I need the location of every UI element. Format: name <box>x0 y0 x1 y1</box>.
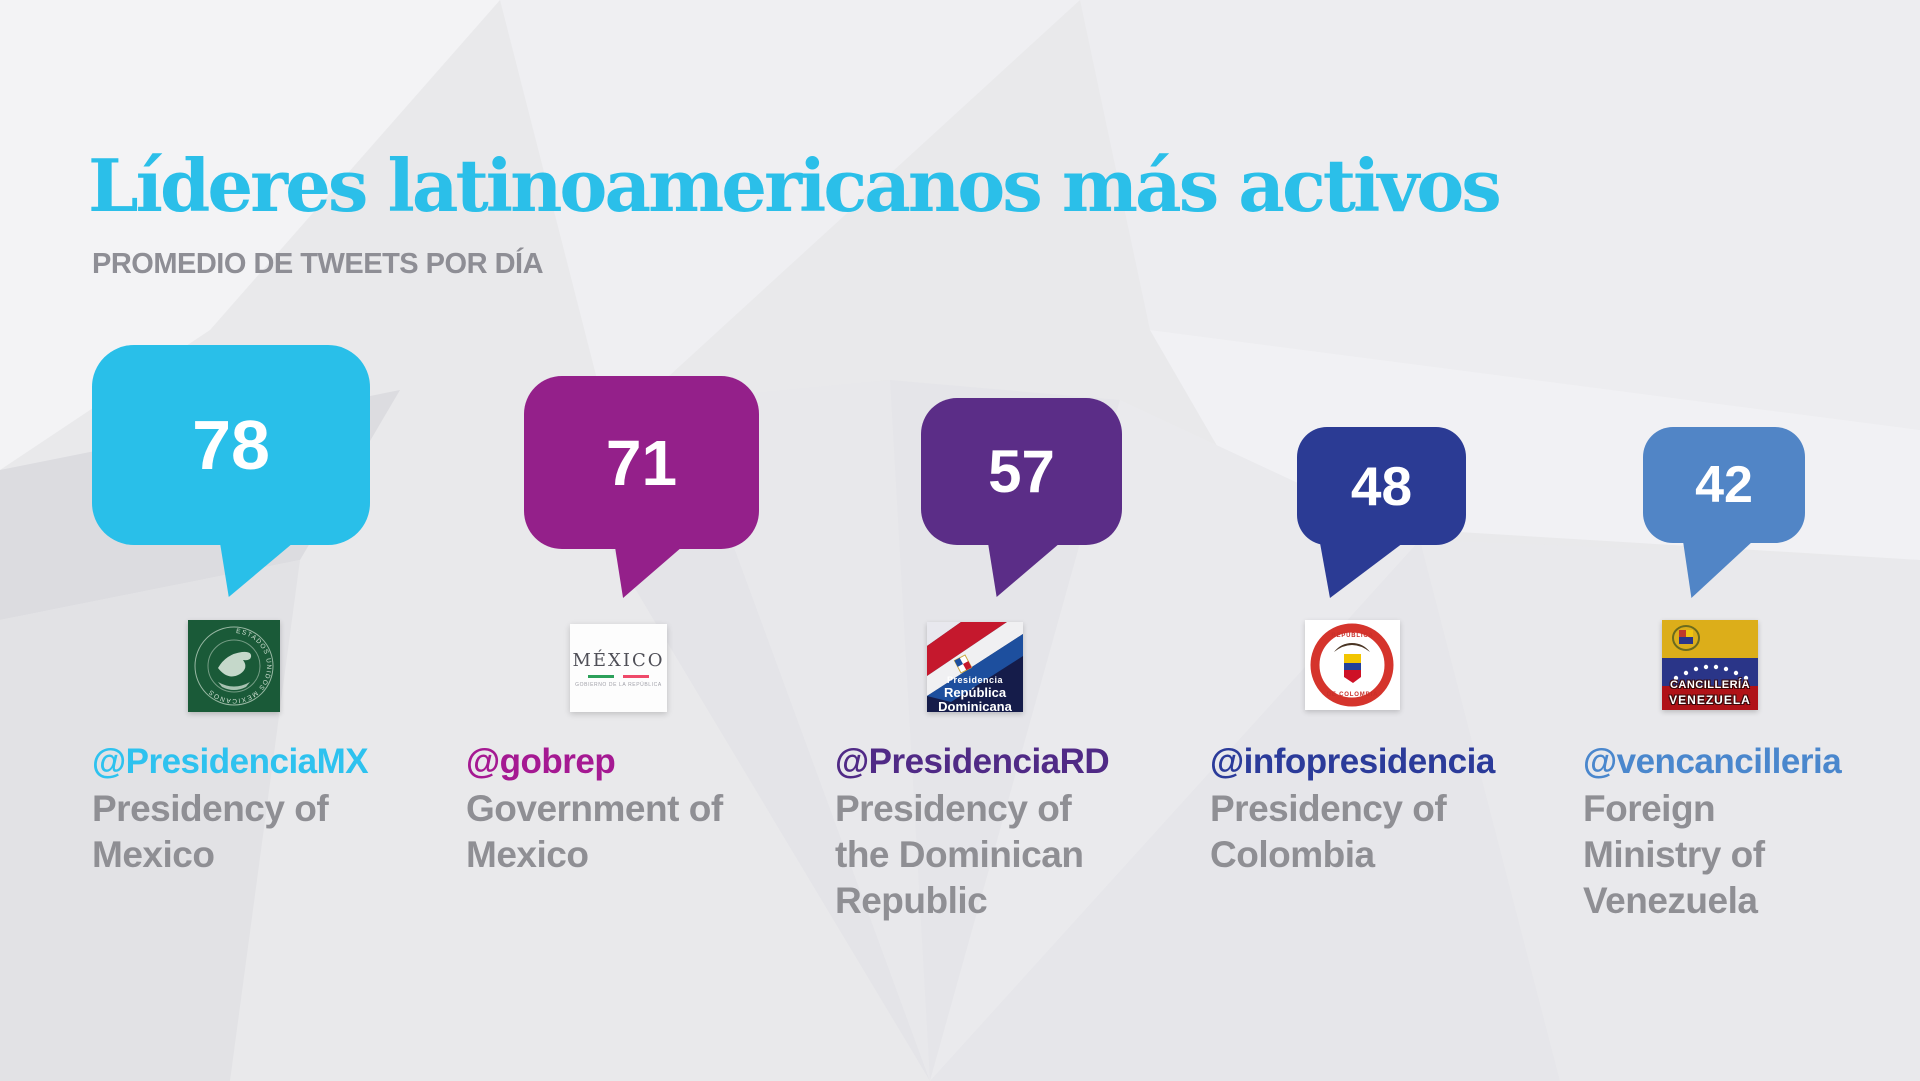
logo-text: Presidencia República Dominicana <box>927 675 1023 713</box>
coat-of-arms-icon <box>953 654 973 674</box>
cancilleria-venezuela-logo: CANCILLERÍA VENEZUELA <box>1662 620 1758 710</box>
laurel-wreath-icon <box>218 682 250 690</box>
stars-arc <box>1673 664 1749 681</box>
tweet-count: 71 <box>605 426 678 499</box>
twitter-handle[interactable]: @PresidenciaRD <box>835 742 1110 781</box>
page-subtitle: PROMEDIO DE TWEETS POR DÍA <box>92 248 544 280</box>
tweet-count-bubble: 57 <box>921 398 1122 545</box>
organization-name: Government of Mexico <box>466 788 723 875</box>
dominican-flag-icon <box>927 622 1023 712</box>
logo-text-line: Presidencia <box>946 675 1004 685</box>
logo-text-line: República <box>943 685 1007 700</box>
organization-name: Presidency of the Dominican Republic <box>835 788 1084 921</box>
green-stripe <box>588 675 614 678</box>
page-title: Líderes latinoamericanos más activos <box>88 143 1502 228</box>
red-stripe <box>623 675 649 678</box>
seal-of-mexico-logo: ESTADOS UNIDOS MEXICANOS <box>188 620 280 712</box>
republica-de-colombia-logo: REPÚBLICA DE COLOMBIA <box>1305 620 1400 710</box>
logo-text-top: REPÚBLICA <box>1331 633 1374 639</box>
presidencia-rd-logo: Presidencia República Dominicana <box>927 622 1023 712</box>
twitter-handle[interactable]: @gobrep <box>466 742 616 781</box>
mexico-seal-icon: ESTADOS UNIDOS MEXICANOS <box>194 626 274 706</box>
tweet-count-bubble: 42 <box>1643 427 1805 543</box>
tweet-count: 78 <box>192 406 270 484</box>
mexico-gobierno-logo: MÉXICO GOBIERNO DE LA REPÚBLICA <box>570 624 667 712</box>
logo-text-line: Dominicana <box>938 699 1012 712</box>
twitter-handle[interactable]: @vencancilleria <box>1583 742 1842 781</box>
flag-line <box>570 675 667 678</box>
tweet-count: 42 <box>1695 456 1753 514</box>
logo-subtitle-text: GOBIERNO DE LA REPÚBLICA <box>575 682 662 688</box>
logo-text-bottom: DE COLOMBIA <box>1326 692 1379 698</box>
organization-name: Foreign Ministry of Venezuela <box>1583 788 1765 921</box>
organization-name: Presidency of Colombia <box>1210 788 1447 875</box>
logo-text-line: CANCILLERÍA <box>1669 679 1751 691</box>
coat-of-arms-icon <box>1672 625 1700 651</box>
logo-title-text: MÉXICO <box>572 650 665 671</box>
tweet-count: 48 <box>1350 454 1413 517</box>
venezuela-flag-icon <box>1662 620 1758 710</box>
eagle-icon <box>218 651 252 677</box>
twitter-handle[interactable]: @infopresidencia <box>1210 742 1495 781</box>
condor-icon <box>1334 643 1370 652</box>
tweet-count-bubble: 71 <box>524 376 759 549</box>
logo-text-line: VENEZUELA <box>1669 693 1751 707</box>
colombia-seal-icon <box>1310 623 1394 707</box>
tweet-count: 57 <box>988 437 1055 505</box>
organization-name: Presidency of Mexico <box>92 788 329 875</box>
tweet-count-bubble: 78 <box>92 345 370 545</box>
tweet-count-bubble: 48 <box>1297 427 1466 545</box>
twitter-handle[interactable]: @PresidenciaMX <box>92 742 369 781</box>
